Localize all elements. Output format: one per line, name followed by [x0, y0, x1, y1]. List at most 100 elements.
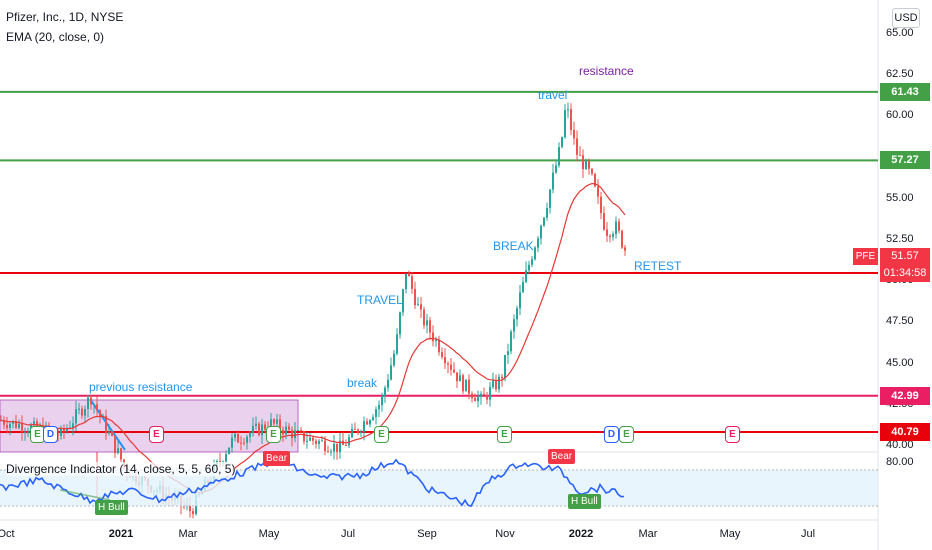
candle-body — [21, 423, 23, 433]
ema-legend: EMA (20, close, 0) — [6, 30, 105, 44]
candle-body — [624, 247, 626, 251]
candle-body — [429, 320, 431, 333]
candle-body — [594, 173, 596, 187]
candle-body — [120, 448, 122, 460]
currency-button[interactable]: USD — [892, 8, 920, 28]
candle-body — [57, 434, 59, 436]
candle-body — [327, 451, 329, 453]
bull-divergence-line — [59, 489, 111, 501]
candle-body — [294, 430, 296, 439]
level-price-tag: 61.43 — [880, 82, 930, 101]
dividend-marker[interactable]: D — [43, 426, 58, 443]
earnings-marker[interactable]: E — [374, 426, 389, 443]
candle-body — [87, 397, 89, 410]
annotation-previous-resistance[interactable]: previous resistance — [89, 380, 193, 394]
candle-body — [426, 320, 428, 326]
candle-body — [354, 428, 356, 430]
candle-body — [510, 331, 512, 352]
price-tick: 55.00 — [886, 191, 914, 204]
candle-body — [321, 440, 323, 442]
candle-body — [225, 454, 227, 462]
time-tick: Mar — [178, 528, 198, 540]
candle-body — [24, 431, 26, 433]
annotation-travel-top[interactable]: travel — [538, 88, 568, 102]
annotation-resistance[interactable]: resistance — [579, 64, 634, 78]
earnings-marker[interactable]: E — [497, 426, 512, 443]
dividend-marker[interactable]: D — [604, 426, 619, 443]
candle-body — [519, 292, 521, 309]
candle-body — [111, 432, 113, 436]
time-tick: Jul — [340, 528, 356, 540]
annotation-retest[interactable]: RETEST — [634, 259, 682, 273]
annotation-break[interactable]: BREAK — [493, 239, 534, 253]
annotation-break-low[interactable]: break — [347, 376, 378, 390]
indicator-band — [0, 470, 878, 506]
earnings-marker[interactable]: E — [619, 426, 634, 443]
price-tick: 52.50 — [886, 233, 914, 245]
candle-body — [60, 428, 62, 436]
candle-body — [462, 375, 464, 392]
earnings-marker[interactable]: E — [725, 426, 740, 443]
bar-countdown: 01:34:58 — [883, 267, 927, 279]
candle-body — [573, 129, 575, 139]
candle-body — [537, 238, 539, 248]
candle-body — [504, 354, 506, 379]
candle-body — [75, 409, 77, 424]
time-tick: May — [258, 528, 280, 540]
candle-body — [483, 393, 485, 395]
candle-body — [618, 221, 620, 231]
candle-body — [600, 196, 602, 214]
candle-body — [570, 109, 572, 130]
candle-body — [84, 409, 86, 416]
trend-line — [89, 398, 126, 451]
candle-body — [315, 440, 317, 444]
candle-body — [105, 416, 107, 434]
candle-body — [357, 429, 359, 433]
candle-body — [390, 365, 392, 380]
candle-body — [249, 433, 251, 437]
annotation-travel[interactable]: TRAVEL — [357, 293, 403, 307]
candle-body — [306, 440, 308, 442]
time-tick: Oct — [0, 528, 15, 540]
candle-body — [564, 110, 566, 138]
earnings-marker[interactable]: E — [266, 426, 281, 443]
candle-body — [192, 511, 194, 515]
candle-body — [501, 376, 503, 379]
candle-body — [585, 160, 587, 170]
candle-body — [480, 393, 482, 397]
candle-body — [450, 364, 452, 370]
price-tick: 40.00 — [886, 439, 914, 451]
candle-body — [240, 442, 242, 444]
candle-body — [597, 186, 599, 197]
candle-body — [423, 309, 425, 326]
price-tick: 45.00 — [886, 356, 914, 369]
candle-body — [465, 379, 467, 392]
candle-body — [66, 428, 68, 432]
candle-body — [438, 339, 440, 353]
candle-body — [495, 380, 497, 390]
candle-body — [522, 282, 524, 293]
candle-body — [330, 451, 332, 453]
candle-body — [441, 352, 443, 358]
candle-body — [381, 395, 383, 406]
divergence-indicator-line — [0, 457, 624, 508]
candle-body — [189, 504, 191, 512]
candle-body — [255, 423, 257, 426]
candle-body — [231, 437, 233, 448]
time-tick: May — [719, 528, 741, 540]
candle-body — [246, 436, 248, 443]
candle-body — [387, 379, 389, 388]
candle-body — [405, 273, 407, 290]
candle-body — [12, 420, 14, 424]
candle-body — [348, 437, 350, 446]
candle-body — [270, 419, 272, 430]
candle-body — [312, 437, 314, 441]
candle-body — [18, 423, 20, 428]
earnings-marker[interactable]: E — [149, 426, 164, 443]
candle-body — [366, 421, 368, 425]
candle-body — [609, 235, 611, 237]
price-tick: 62.50 — [886, 68, 914, 81]
candle-body — [453, 369, 455, 373]
candle-body — [561, 137, 563, 148]
